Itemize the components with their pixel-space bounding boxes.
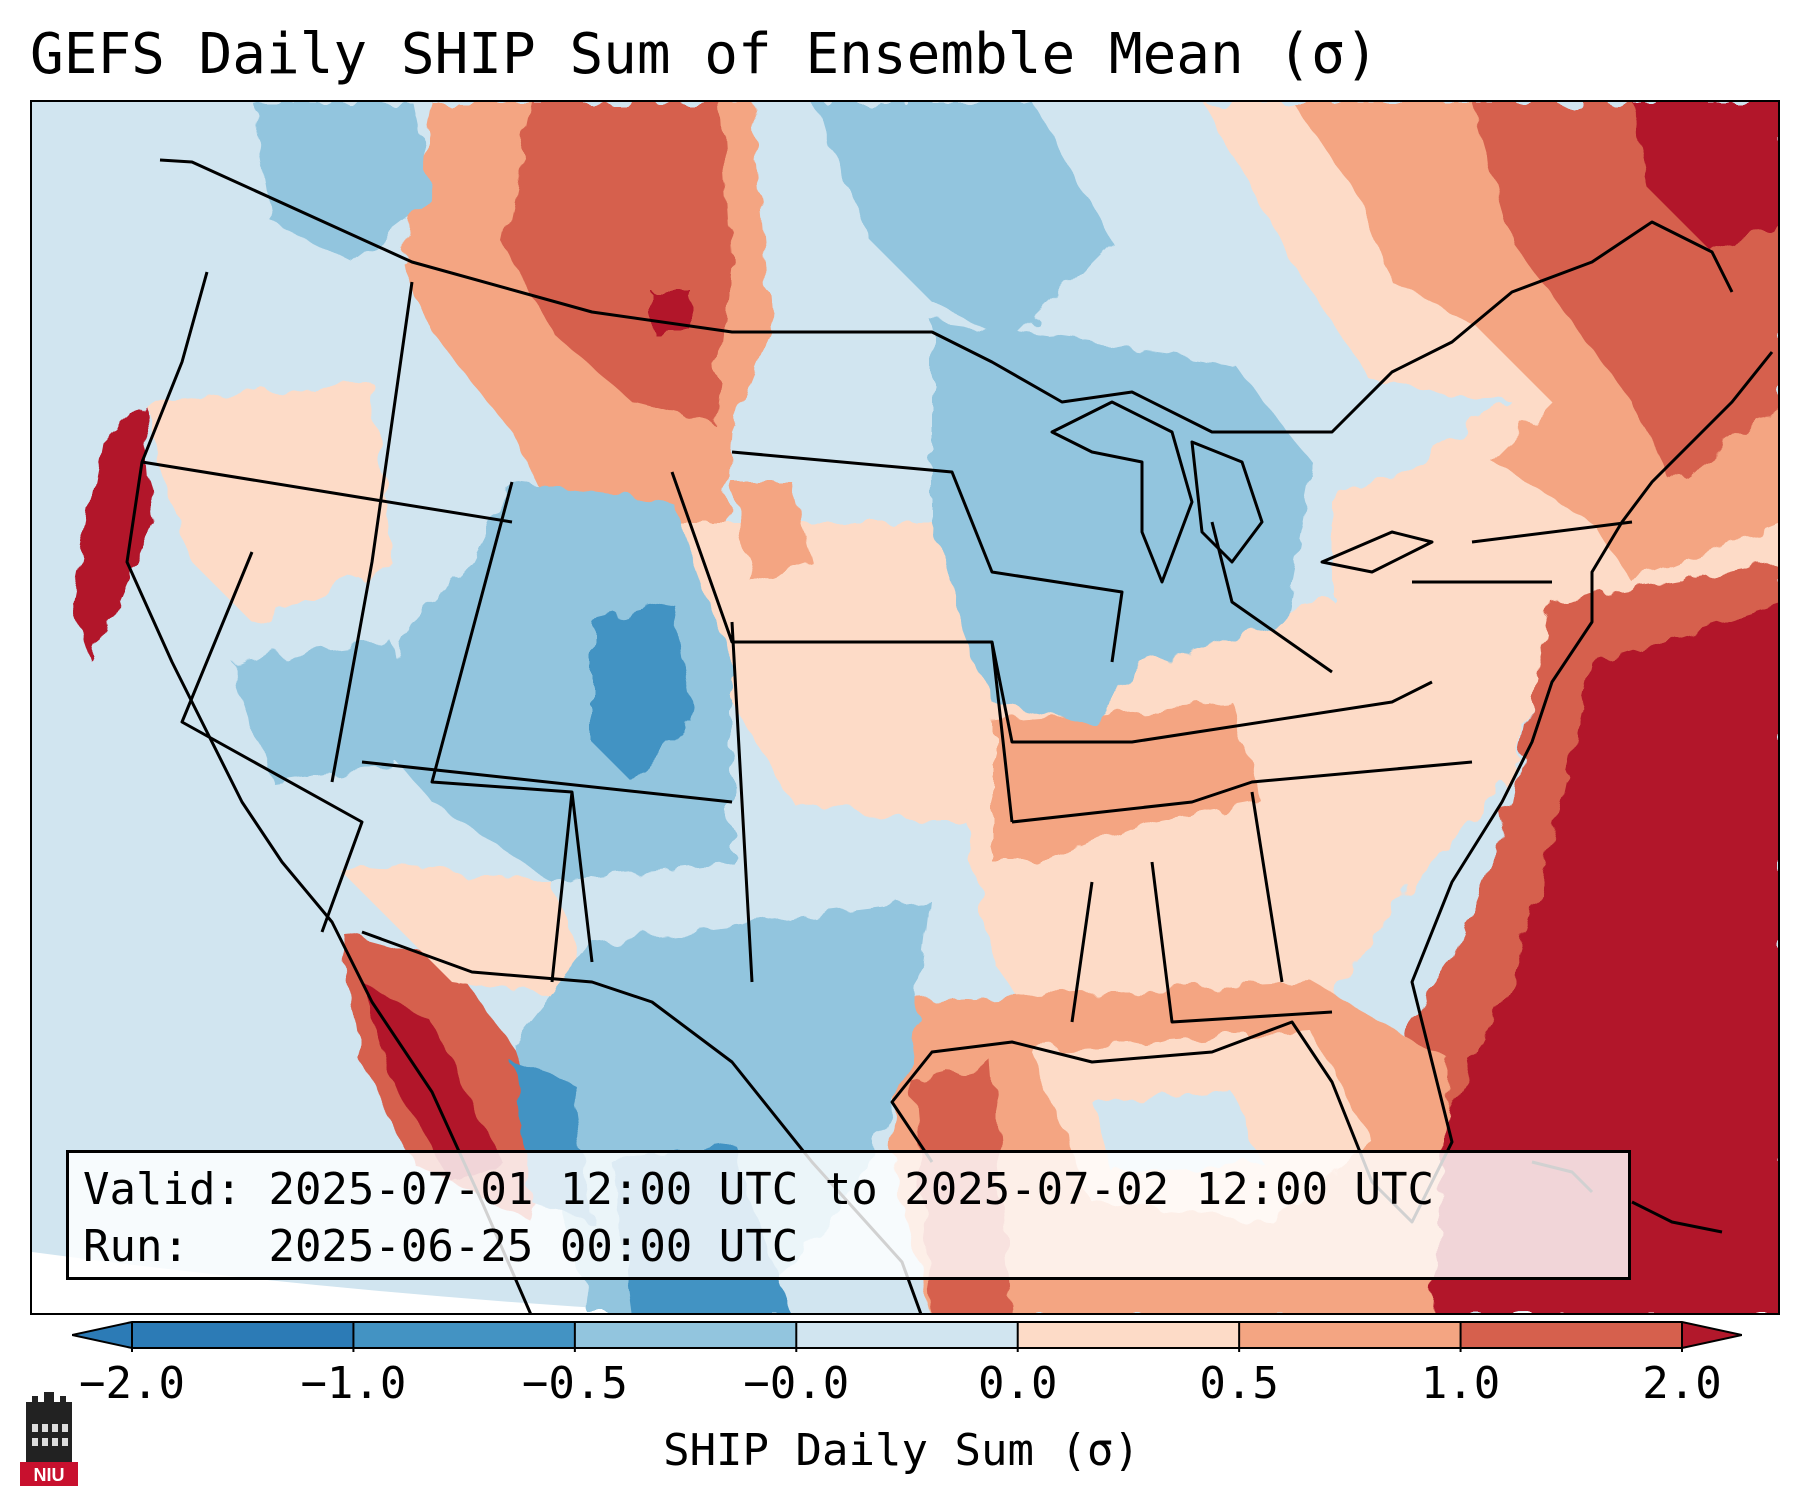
run-time: 2025-06-25 00:00 UTC [268, 1221, 799, 1272]
colorbar-tick-label: −1.0 [300, 1358, 407, 1409]
colorbar-tick-label: −2.0 [79, 1358, 185, 1409]
colorbar-extend-min [72, 1322, 132, 1348]
colorbar-segment [1017, 1322, 1240, 1348]
logo-text: NIU [34, 1465, 65, 1485]
great-lakes [1050, 400, 1434, 584]
anomaly-sw-light [332, 862, 592, 1002]
gulf-east-coast [890, 351, 1774, 1224]
anomaly-atlantic-strong [1392, 603, 1778, 1313]
anomaly-plains-light [672, 522, 1012, 822]
state-lines-west [141, 281, 1014, 983]
anomaly-pacnw-light [142, 382, 392, 622]
anomaly-maine-core [1632, 102, 1778, 252]
colorbar-segment [574, 1322, 797, 1348]
colorbar-tick-label: 2.0 [1642, 1358, 1722, 1409]
map-panel [30, 100, 1780, 1315]
run-label: Run: [83, 1221, 189, 1272]
colorbar-tick-label: 0.0 [977, 1358, 1058, 1409]
colorbar-segment [796, 1322, 1019, 1348]
colorbar-segment [1460, 1322, 1683, 1348]
colorbar [72, 1321, 1742, 1352]
state-lines-east [731, 450, 1633, 1024]
anomaly-nevada-cool [232, 642, 412, 782]
anomaly-oregon-coast [72, 402, 152, 662]
colorbar-segment [132, 1322, 354, 1348]
niu-logo: NIU [20, 1392, 78, 1486]
valid-run-info-box: Valid: 2025-07-01 12:00 UTC to 2025-07-0… [66, 1150, 1631, 1280]
colorbar-segment [353, 1322, 576, 1348]
ship-anomaly-map [32, 102, 1778, 1313]
colorbar-tick-label: 0.5 [1199, 1358, 1279, 1409]
valid-time: 2025-07-01 12:00 UTC to 2025-07-02 12:00… [268, 1164, 1435, 1215]
valid-label: Valid: [83, 1164, 242, 1215]
colorbar-extend-max [1682, 1322, 1742, 1348]
anomaly-colorado-core [592, 602, 692, 782]
anomaly-canada-cool [812, 102, 1112, 342]
anomaly-rockies-cool [362, 482, 732, 882]
west-coast [125, 271, 532, 1313]
colorbar-tick-label: −0.0 [743, 1358, 850, 1409]
us-canada-border [159, 158, 1734, 434]
colorbar-label: SHIP Daily Sum (σ) [663, 1425, 1140, 1476]
colorbar-tick-label: −0.5 [521, 1358, 628, 1409]
anomaly-canada-west-cool [252, 102, 432, 262]
colorbar-tick-label: 1.0 [1420, 1358, 1501, 1409]
colorbar-segment [1239, 1322, 1462, 1348]
chart-title: GEFS Daily SHIP Sum of Ensemble Mean (σ) [30, 22, 1379, 87]
anomaly-montana-strong [502, 102, 732, 422]
anomaly-plains-warm [732, 482, 812, 582]
anomaly-baja-core [362, 982, 502, 1182]
anomaly-midwest-cool [932, 322, 1312, 722]
